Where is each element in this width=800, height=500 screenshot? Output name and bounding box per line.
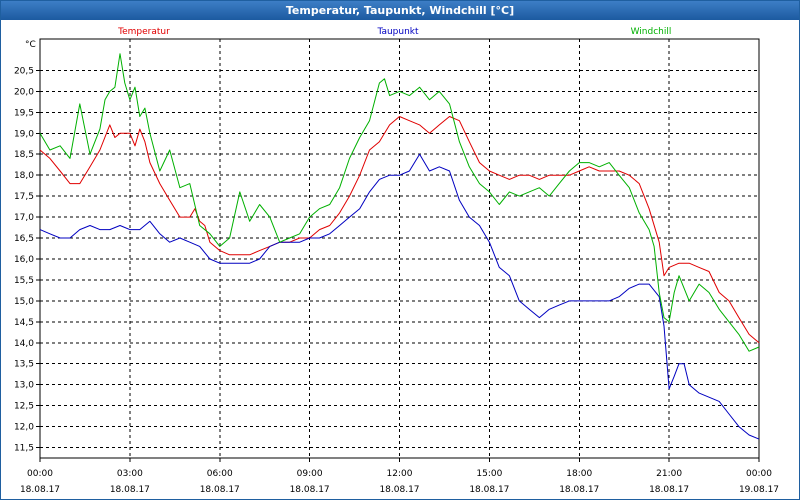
- x-tick-time-label: 15:00: [476, 469, 502, 479]
- x-tick-date-label: 18.08.17: [649, 485, 689, 495]
- x-tick-time-label: 09:00: [297, 469, 323, 479]
- y-tick-label: 18,0: [14, 171, 34, 181]
- x-tick-time-label: 00:00: [746, 469, 772, 479]
- legend-label-windchill: Windchill: [631, 27, 672, 37]
- y-tick-label: 14,0: [14, 339, 34, 349]
- y-tick-label: 19,0: [14, 129, 34, 139]
- line-chart: 11,5 12,0 12,5 13,0 13,5 14,0 14,5 15,0 15,5 16,0…: [14, 27, 779, 495]
- y-tick-label: 12,0: [14, 423, 34, 433]
- x-tick-date-label: 19.08.17: [739, 485, 779, 495]
- series-line-temperatur: [39, 116, 760, 344]
- x-tick-date-label: 18.08.17: [110, 485, 150, 495]
- y-tick-label: 16,0: [14, 255, 34, 265]
- y-tick-label: 20,5: [14, 66, 34, 76]
- x-tick-time-label: 12:00: [387, 469, 413, 479]
- y-tick-label: 11,5: [14, 444, 34, 454]
- y-tick-label: 14,5: [14, 318, 34, 328]
- x-tick-date-label: 18.08.17: [290, 485, 330, 495]
- x-tick-time-label: 21:00: [656, 469, 682, 479]
- y-tick-label: 15,0: [14, 297, 34, 307]
- legend: Temperatur Taupunkt Windchill: [117, 27, 671, 37]
- x-tick-time-label: 06:00: [207, 469, 233, 479]
- y-tick-label: 17,5: [14, 192, 34, 202]
- y-tick-label: 13,5: [14, 360, 34, 370]
- y-tick-label: 18,5: [14, 150, 34, 160]
- y-tick-label: 12,5: [14, 402, 34, 412]
- x-tick-date-label: 18.08.17: [559, 485, 599, 495]
- x-tick-time-label: 18:00: [566, 469, 592, 479]
- x-tick-date-label: 18.08.17: [379, 485, 419, 495]
- y-tick-label: 16,5: [14, 234, 34, 244]
- x-tick-date-label: 18.08.17: [20, 485, 60, 495]
- y-axis-label: °C: [25, 40, 36, 50]
- series-line-taupunkt: [39, 153, 760, 440]
- y-tick-label: 13,0: [14, 381, 34, 391]
- series-line-windchill: [39, 53, 760, 352]
- y-tick-label: 20,0: [14, 87, 34, 97]
- legend-label-temperatur: Temperatur: [117, 27, 170, 37]
- plot-frame: [39, 38, 760, 459]
- x-tick-time-label: 00:00: [27, 469, 53, 479]
- y-tick-label: 17,0: [14, 213, 34, 223]
- grid: [39, 39, 760, 458]
- x-tick-date-label: 18.08.17: [469, 485, 509, 495]
- window-title: Temperatur, Taupunkt, Windchill [°C]: [1, 1, 799, 20]
- y-tick-label: 15,5: [14, 276, 34, 286]
- series-lines: [39, 53, 760, 440]
- y-tick-label: 19,5: [14, 108, 34, 118]
- x-tick-date-label: 18.08.17: [200, 485, 240, 495]
- axes: 11,5 12,0 12,5 13,0 13,5 14,0 14,5 15,0 15,5 16,0…: [14, 38, 779, 495]
- x-tick-time-label: 03:00: [117, 469, 143, 479]
- legend-label-taupunkt: Taupunkt: [376, 27, 419, 37]
